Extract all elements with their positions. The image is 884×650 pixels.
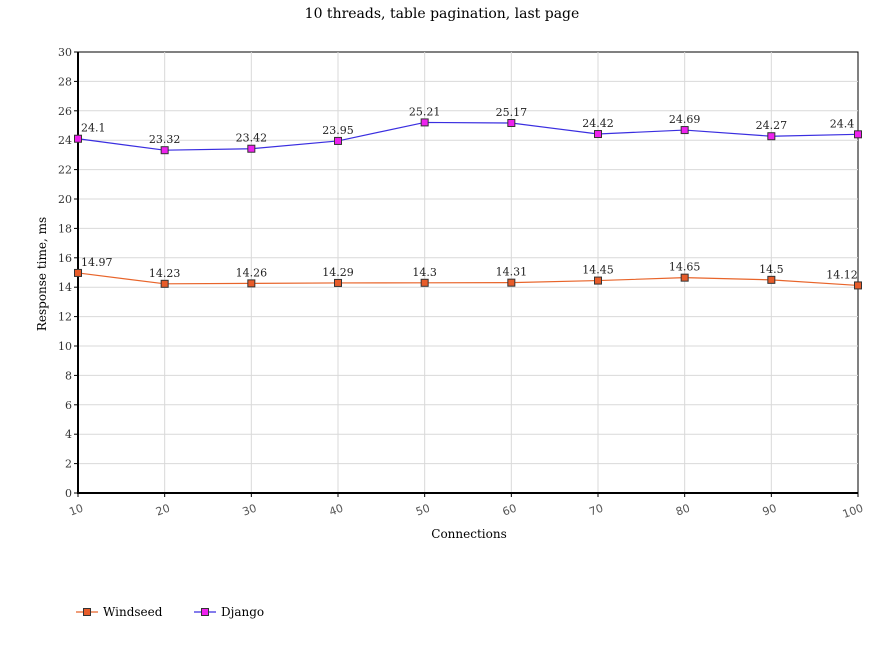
x-tick-label: 100 [841,502,865,521]
x-tick-label: 50 [414,502,432,519]
data-label: 14.26 [236,266,268,279]
data-point [74,268,82,277]
x-tick-label: 90 [761,502,779,519]
y-tick-label: 28 [58,75,72,88]
x-tick-label: 40 [327,502,345,519]
legend: Windseed Django [76,605,264,619]
data-label: 14.97 [81,256,113,269]
y-tick-label: 0 [65,487,72,500]
data-label: 14.45 [582,264,614,277]
y-tick-label: 2 [65,458,72,471]
x-axis-ticks: 10 20 30 40 50 60 70 80 90 100 [67,493,865,521]
legend-item-django: Django [194,605,264,619]
series-django: 24.1 23.32 23.42 23.95 25.21 25.17 24.42 24.69 2… [74,105,862,155]
x-tick-label: 80 [674,502,692,519]
data-point [334,278,342,287]
data-point [160,146,169,155]
data-point [334,136,342,145]
y-tick-label: 24 [58,134,72,147]
data-label: 14.65 [669,261,701,274]
data-label: 24.42 [582,117,614,130]
series-windseed: 14.97 14.23 14.26 14.29 14.3 14.31 14.45 14.65 1… [74,256,862,290]
y-tick-label: 14 [58,281,72,294]
x-tick-label: 20 [154,502,172,519]
data-point [420,118,429,127]
data-point [767,275,776,284]
data-label: 14.5 [759,263,784,276]
data-point [854,130,862,139]
y-tick-label: 8 [65,369,72,382]
series-line [77,272,859,287]
y-axis-label: Response time, ms [35,217,49,331]
plot-frame [77,51,859,494]
chart-title: 10 threads, table pagination, last page [305,6,580,22]
data-label: 24.4 [830,117,855,130]
data-label: 14.31 [496,266,528,279]
legend-marker [201,608,209,616]
data-point [420,278,429,287]
series-line [77,121,859,151]
data-label: 14.23 [149,267,181,280]
data-point [767,132,776,141]
legend-item-windseed: Windseed [76,605,163,619]
data-point [247,144,256,153]
y-tick-label: 16 [58,252,72,265]
y-tick-label: 20 [58,193,72,206]
data-label: 25.17 [496,106,528,119]
x-tick-label: 70 [587,502,605,519]
data-point [594,276,602,285]
x-tick-label: 60 [501,502,519,519]
legend-label: Django [221,605,264,619]
x-axis-label: Connections [431,527,506,541]
data-point [680,273,689,282]
data-label: 24.1 [81,122,106,135]
data-label: 14.29 [322,266,354,279]
data-label: 24.69 [669,113,701,126]
x-tick-label: 10 [67,502,85,519]
data-label: 23.95 [322,124,354,137]
y-tick-label: 12 [58,311,72,324]
y-tick-label: 18 [58,222,72,235]
data-point [247,279,256,288]
x-tick-label: 30 [241,502,259,519]
data-point [74,134,82,143]
y-tick-label: 6 [65,399,72,412]
grid-lines [78,52,858,493]
data-label: 24.27 [756,119,788,132]
data-label: 25.21 [409,105,441,118]
series-layer: 14.97 14.23 14.26 14.29 14.3 14.31 14.45 14.65 1… [74,105,862,290]
y-tick-label: 4 [65,428,72,441]
data-label: 14.3 [412,266,437,279]
y-tick-label: 26 [58,105,72,118]
data-point [507,119,516,128]
plot-area [77,51,859,494]
data-label: 23.42 [236,132,268,145]
data-point [854,281,862,290]
data-point [507,278,516,287]
data-label: 14.12 [826,268,858,281]
legend-marker [83,608,91,616]
legend-label: Windseed [103,605,163,619]
y-tick-label: 30 [58,46,72,59]
data-point [594,130,602,139]
data-label: 23.32 [149,133,181,146]
data-point [160,279,169,288]
y-tick-label: 10 [58,340,72,353]
data-point [680,126,689,135]
y-tick-label: 22 [58,164,72,177]
